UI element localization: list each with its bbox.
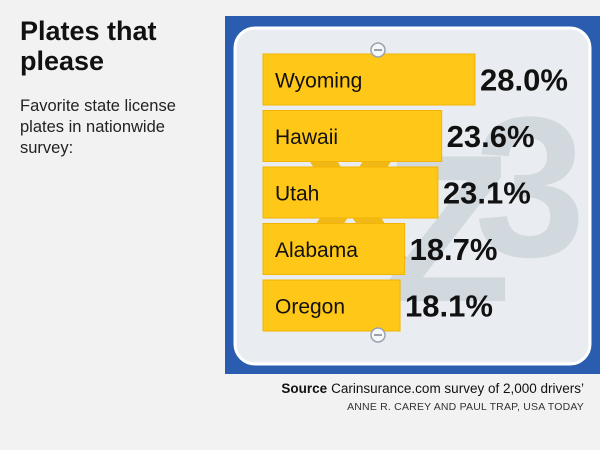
bar-oregon: [262, 279, 401, 332]
category-label: Alabama: [275, 239, 358, 262]
bar-hawaii: [262, 110, 443, 162]
value-label: 18.7%: [410, 232, 498, 267]
category-label: Wyoming: [275, 70, 362, 93]
screw-icon: [370, 327, 386, 343]
source-text: Carinsurance.com survey of 2,000 drivers…: [331, 381, 584, 396]
source-note: Source Carinsurance.com survey of 2,000 d…: [225, 381, 584, 396]
chart-title: Plates that please: [20, 16, 157, 76]
category-label: Oregon: [275, 296, 345, 319]
bar-utah: [262, 166, 439, 219]
screw-icon: [370, 42, 386, 58]
category-label: Utah: [275, 183, 319, 206]
source-label: Source: [281, 381, 328, 396]
credit-line: ANNE R. CAREY AND PAUL TRAP, USA TODAY: [347, 401, 584, 413]
bar-alabama: [262, 223, 406, 275]
bar-wyoming: [262, 53, 476, 106]
value-label: 28.0%: [480, 63, 568, 98]
category-label: Hawaii: [275, 126, 338, 149]
chart-subtitle: Favorite state license plates in nationw…: [20, 97, 176, 157]
value-label: 23.1%: [443, 176, 531, 211]
plate-letter-decoration: 3: [474, 76, 585, 299]
value-label: 23.6%: [447, 119, 535, 154]
value-label: 18.1%: [405, 289, 493, 324]
